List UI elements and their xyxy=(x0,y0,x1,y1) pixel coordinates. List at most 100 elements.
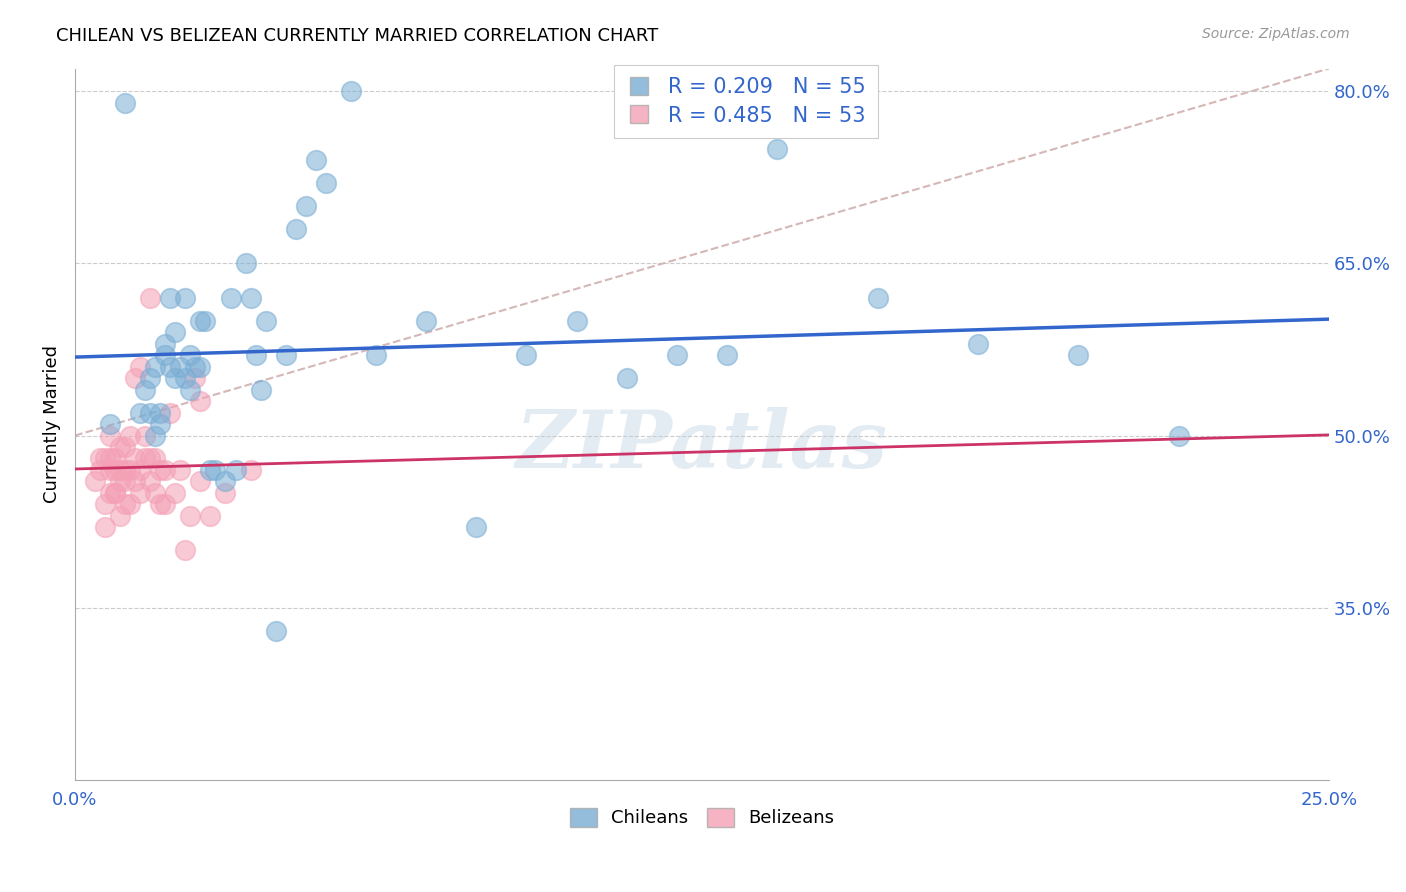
Point xyxy=(190,475,212,489)
Point xyxy=(190,314,212,328)
Point xyxy=(194,314,217,328)
Point xyxy=(108,508,131,523)
Point xyxy=(120,463,142,477)
Point xyxy=(179,348,201,362)
Point xyxy=(254,314,277,328)
Point xyxy=(139,475,162,489)
Point xyxy=(143,359,166,374)
Point xyxy=(174,371,197,385)
Point xyxy=(214,475,236,489)
Point xyxy=(84,475,107,489)
Point xyxy=(89,463,111,477)
Point xyxy=(214,486,236,500)
Point xyxy=(124,371,146,385)
Point xyxy=(114,463,136,477)
Point xyxy=(139,451,162,466)
Text: CHILEAN VS BELIZEAN CURRENTLY MARRIED CORRELATION CHART: CHILEAN VS BELIZEAN CURRENTLY MARRIED CO… xyxy=(56,27,658,45)
Point xyxy=(108,440,131,454)
Point xyxy=(124,451,146,466)
Point xyxy=(190,359,212,374)
Point xyxy=(155,336,177,351)
Point xyxy=(129,463,152,477)
Point xyxy=(134,428,156,442)
Point xyxy=(190,394,212,409)
Point xyxy=(665,348,688,362)
Point xyxy=(149,406,172,420)
Point xyxy=(149,497,172,511)
Point xyxy=(294,199,316,213)
Point xyxy=(967,336,990,351)
Point xyxy=(184,359,207,374)
Point xyxy=(94,451,117,466)
Point xyxy=(114,475,136,489)
Point xyxy=(143,486,166,500)
Point xyxy=(165,326,187,340)
Point xyxy=(108,475,131,489)
Point xyxy=(766,142,789,156)
Point xyxy=(124,475,146,489)
Point xyxy=(245,348,267,362)
Point xyxy=(134,383,156,397)
Point xyxy=(204,463,226,477)
Point xyxy=(159,406,181,420)
Legend: Chileans, Belizeans: Chileans, Belizeans xyxy=(562,801,841,835)
Y-axis label: Currently Married: Currently Married xyxy=(44,345,60,503)
Point xyxy=(200,463,222,477)
Point xyxy=(284,222,307,236)
Point xyxy=(174,543,197,558)
Point xyxy=(219,291,242,305)
Point xyxy=(364,348,387,362)
Point xyxy=(184,371,207,385)
Point xyxy=(134,451,156,466)
Point xyxy=(1167,428,1189,442)
Point xyxy=(89,451,111,466)
Point xyxy=(104,463,127,477)
Point xyxy=(149,463,172,477)
Point xyxy=(143,428,166,442)
Point xyxy=(129,359,152,374)
Point xyxy=(179,383,201,397)
Point xyxy=(274,348,297,362)
Point xyxy=(340,85,363,99)
Point xyxy=(174,291,197,305)
Point xyxy=(159,359,181,374)
Point xyxy=(155,463,177,477)
Point xyxy=(98,486,121,500)
Point xyxy=(114,497,136,511)
Point xyxy=(866,291,889,305)
Point xyxy=(716,348,738,362)
Point xyxy=(239,463,262,477)
Point xyxy=(104,486,127,500)
Point xyxy=(159,291,181,305)
Point xyxy=(139,371,162,385)
Point xyxy=(249,383,271,397)
Point xyxy=(200,508,222,523)
Point xyxy=(155,497,177,511)
Point xyxy=(616,371,638,385)
Point xyxy=(94,497,117,511)
Point xyxy=(120,497,142,511)
Text: Source: ZipAtlas.com: Source: ZipAtlas.com xyxy=(1202,27,1350,41)
Point xyxy=(239,291,262,305)
Point xyxy=(139,406,162,420)
Point xyxy=(305,153,328,168)
Point xyxy=(120,428,142,442)
Point xyxy=(114,95,136,110)
Point xyxy=(264,624,287,638)
Point xyxy=(155,348,177,362)
Point xyxy=(94,520,117,534)
Point xyxy=(104,451,127,466)
Point xyxy=(149,417,172,431)
Point xyxy=(129,406,152,420)
Point xyxy=(315,176,337,190)
Point xyxy=(98,463,121,477)
Point xyxy=(114,440,136,454)
Point xyxy=(165,486,187,500)
Point xyxy=(98,451,121,466)
Point xyxy=(235,256,257,270)
Point xyxy=(169,359,191,374)
Point xyxy=(565,314,588,328)
Point xyxy=(104,486,127,500)
Point xyxy=(165,371,187,385)
Point xyxy=(143,451,166,466)
